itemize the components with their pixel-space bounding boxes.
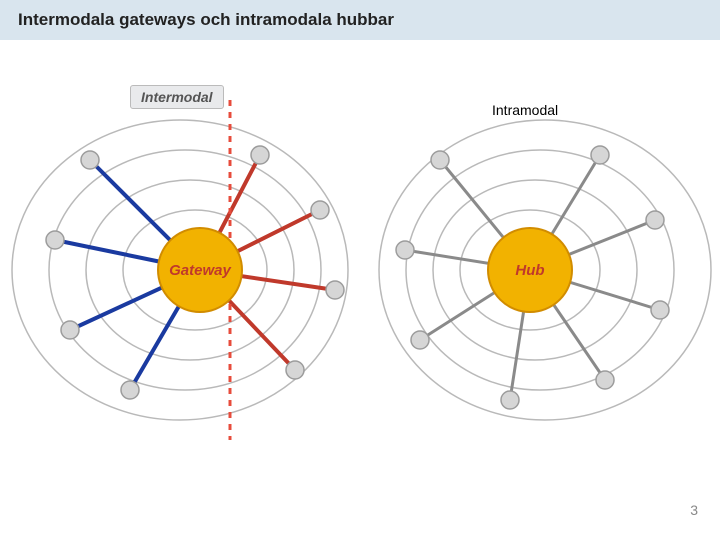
svg-text:Gateway: Gateway <box>169 262 231 279</box>
svg-text:Hub: Hub <box>515 262 544 279</box>
diagram-svg: Gateway Hub <box>0 40 720 530</box>
label-intramodal: Intramodal <box>490 102 560 118</box>
page-number: 3 <box>690 502 698 518</box>
badge-intermodal: Intermodal <box>130 85 224 109</box>
diagram-stage: Gateway Hub Intermodal Intramodal 3 <box>0 40 720 530</box>
slide-title: Intermodala gateways och intramodala hub… <box>0 0 720 40</box>
